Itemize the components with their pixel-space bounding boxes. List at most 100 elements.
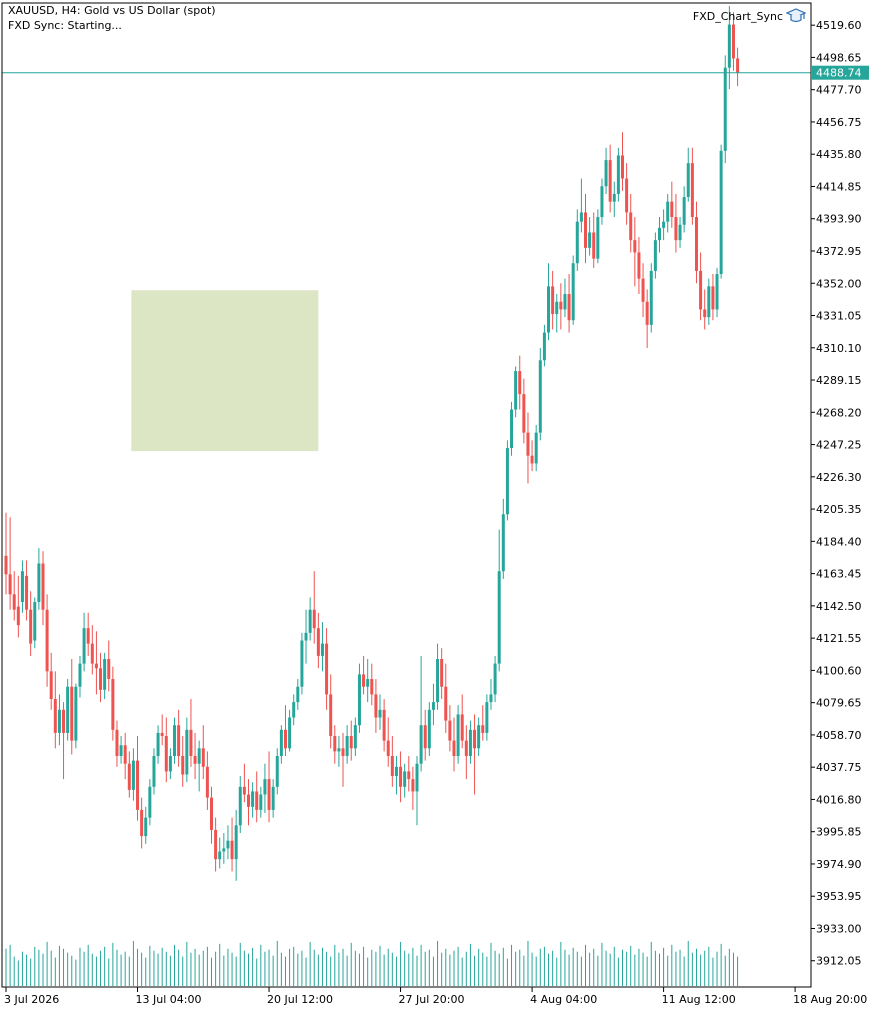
- candle: [596, 209, 600, 264]
- candle-body: [592, 232, 596, 259]
- y-tick-label: 4456.75: [816, 116, 862, 129]
- candle-body: [440, 659, 444, 687]
- candle-body: [485, 702, 489, 733]
- candle-body: [456, 714, 460, 757]
- candle-body: [197, 748, 201, 764]
- expert-advisor-label[interactable]: FXD_Chart_Sync: [692, 10, 783, 23]
- candle-body: [370, 679, 374, 695]
- candle: [518, 355, 522, 410]
- candle: [448, 705, 452, 752]
- candle-body: [378, 709, 382, 718]
- candle: [20, 560, 24, 613]
- candle: [436, 643, 440, 710]
- candle: [230, 817, 234, 872]
- graduation-cap-icon[interactable]: [786, 7, 806, 25]
- candle: [168, 748, 172, 780]
- candle: [316, 612, 320, 669]
- candle: [267, 751, 271, 823]
- candle-body: [218, 851, 222, 860]
- candle: [148, 779, 152, 826]
- candle: [193, 732, 197, 780]
- candle-body: [567, 294, 571, 321]
- candle-body: [49, 671, 53, 700]
- x-tick-label: 3 Jul 2026: [4, 993, 59, 1006]
- candle-body: [316, 628, 320, 656]
- candle-body: [251, 791, 255, 807]
- x-tick-label: 4 Aug 04:00: [530, 993, 597, 1006]
- candle: [210, 786, 213, 844]
- candle: [45, 594, 49, 687]
- candle: [82, 612, 86, 672]
- candle: [156, 725, 160, 764]
- candle: [394, 756, 398, 795]
- candle: [604, 147, 608, 194]
- candle-body: [382, 709, 386, 741]
- candle-body: [296, 686, 300, 703]
- candle: [653, 232, 657, 279]
- candle-body: [584, 212, 588, 248]
- candle-body: [94, 663, 98, 669]
- y-tick-label: 4393.90: [816, 213, 862, 226]
- candle: [201, 725, 205, 780]
- candle: [637, 237, 641, 295]
- candle: [226, 825, 230, 860]
- candle: [579, 178, 583, 233]
- candle-body: [127, 763, 131, 790]
- y-tick-label: 4268.20: [816, 406, 862, 419]
- candle: [374, 679, 378, 733]
- y-tick-label: 4226.30: [816, 471, 862, 484]
- candle-body: [333, 735, 337, 752]
- candle-body: [74, 686, 78, 741]
- candle: [559, 283, 563, 330]
- candle: [431, 683, 435, 726]
- candle-body: [674, 217, 678, 241]
- candle-body: [477, 725, 481, 749]
- candle: [185, 717, 189, 783]
- candle-body: [86, 628, 90, 644]
- candle-body: [464, 740, 468, 757]
- x-tick-label: 18 Aug 20:00: [793, 993, 867, 1006]
- candle: [715, 267, 719, 318]
- candle-body: [156, 732, 160, 757]
- candle: [686, 147, 690, 202]
- candle-body: [736, 58, 740, 73]
- candle-body: [353, 725, 357, 749]
- candle-body: [16, 606, 20, 626]
- candle: [78, 655, 82, 698]
- candle: [177, 709, 181, 767]
- candle-body: [329, 694, 333, 736]
- candle-body: [4, 555, 8, 575]
- candle-body: [415, 763, 419, 792]
- candle: [510, 401, 514, 456]
- candle-body: [214, 829, 218, 860]
- candle: [419, 655, 423, 772]
- candle-body: [210, 797, 213, 830]
- candle: [731, 12, 735, 71]
- candle: [625, 163, 629, 225]
- candle: [238, 776, 242, 834]
- candle-body: [403, 771, 407, 787]
- candle-body: [45, 609, 49, 672]
- candle: [259, 786, 263, 818]
- candle-body: [723, 67, 727, 151]
- y-tick-label: 4163.45: [816, 568, 862, 581]
- candle: [403, 763, 407, 798]
- y-tick-label: 4016.80: [816, 793, 862, 806]
- candle: [592, 212, 596, 268]
- candle-body: [534, 432, 538, 464]
- candle: [115, 720, 119, 767]
- candle-body: [530, 455, 534, 464]
- candle-body: [604, 160, 608, 187]
- candle: [152, 748, 156, 795]
- candle: [633, 217, 637, 287]
- candle: [464, 725, 468, 780]
- candle: [255, 771, 259, 823]
- candle-body: [144, 817, 148, 837]
- candle-body: [238, 786, 242, 826]
- candle: [136, 735, 140, 821]
- candle-body: [111, 679, 115, 730]
- candle-body: [123, 745, 127, 764]
- candle: [140, 797, 144, 849]
